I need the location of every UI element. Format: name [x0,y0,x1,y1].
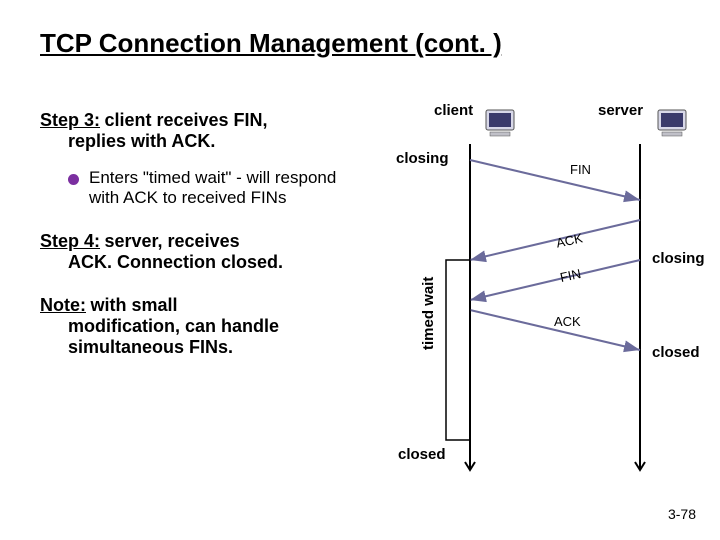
page-title: TCP Connection Management (cont. ) [40,28,502,59]
page-number: 3-78 [668,506,696,522]
server-label: server [598,102,643,119]
sequence-diagram: client server closing closing closed clo… [380,100,700,480]
step3-body: client receives FIN, [104,110,267,130]
fin1-label: FIN [570,162,591,177]
ack2-label: ACK [554,314,581,329]
step4-cont: ACK. Connection closed. [68,252,360,273]
bullet-icon [68,174,79,185]
step3-bullet-text: Enters "timed wait" - will respond with … [89,168,360,209]
timed-wait-label: timed wait [420,277,437,350]
step3-block: Step 3: client receives FIN, replies wit… [40,110,360,209]
step4-body: server, receives [104,231,239,251]
note-head: Note: [40,295,86,315]
step4-head: Step 4: [40,231,100,251]
note-cont1: modification, can handle [68,316,360,337]
note-block: Note: with small modification, can handl… [40,295,360,358]
closing-right-label: closing [652,250,705,267]
left-content: Step 3: client receives FIN, replies wit… [40,110,360,358]
client-label: client [434,102,473,119]
step4-block: Step 4: server, receives ACK. Connection… [40,231,360,273]
closing-left-label: closing [396,150,449,167]
note-cont2: simultaneous FINs. [68,337,360,358]
step3-head: Step 3: [40,110,100,130]
step3-bullet-row: Enters "timed wait" - will respond with … [68,168,360,209]
closed-left-label: closed [398,446,446,463]
note-body: with small [90,295,177,315]
step3-cont: replies with ACK. [68,131,360,152]
closed-right-label: closed [652,344,700,361]
